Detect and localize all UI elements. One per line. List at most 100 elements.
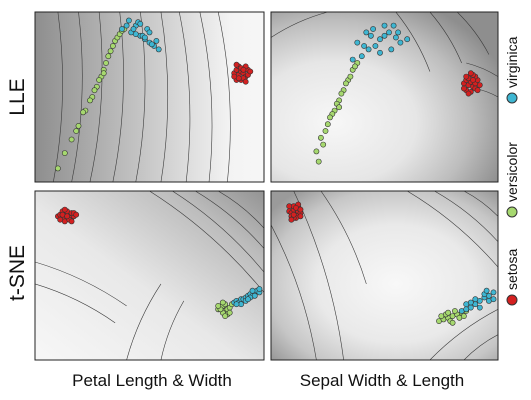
- legend-item-versicolor: versicolor: [504, 142, 520, 218]
- point-virginica: [386, 29, 392, 36]
- contour-line: [218, 191, 264, 229]
- point-versicolor: [100, 70, 107, 77]
- legend-marker-virginica: [506, 92, 518, 104]
- point-setosa: [233, 61, 240, 68]
- point-virginica: [249, 287, 256, 294]
- contour-line: [71, 12, 83, 182]
- scatter-points: [313, 22, 483, 165]
- point-versicolor: [219, 299, 226, 306]
- point-versicolor: [103, 60, 109, 66]
- legend-label-versicolor: versicolor: [504, 142, 520, 202]
- point-versicolor: [61, 150, 68, 156]
- point-setosa: [68, 218, 75, 225]
- point-virginica: [155, 46, 162, 53]
- legend-marker-versicolor: [506, 206, 518, 218]
- scatter-points: [55, 206, 263, 319]
- contour-lines: [271, 191, 498, 360]
- point-versicolor: [338, 90, 345, 97]
- point-virginica: [137, 20, 144, 27]
- point-setosa: [460, 85, 467, 92]
- point-virginica: [146, 29, 153, 36]
- contour-line: [456, 12, 490, 55]
- point-virginica: [377, 49, 383, 56]
- point-setosa: [73, 211, 80, 218]
- legend-item-setosa: setosa: [504, 249, 520, 306]
- point-versicolor: [317, 134, 324, 141]
- contour-background: [271, 191, 498, 360]
- scatter-points: [55, 17, 254, 172]
- point-virginica: [472, 296, 479, 303]
- point-versicolor: [222, 313, 228, 319]
- point-setosa: [64, 213, 70, 220]
- contour-line: [429, 309, 498, 360]
- panel-tsne-petal: [34, 190, 265, 361]
- point-versicolor: [226, 309, 233, 316]
- point-virginica: [361, 43, 367, 49]
- point-setosa: [290, 211, 297, 218]
- point-versicolor: [87, 97, 93, 104]
- point-virginica: [141, 34, 148, 41]
- contour-line: [53, 12, 63, 182]
- contour-line: [271, 12, 328, 38]
- contour-line: [172, 191, 264, 273]
- point-virginica: [349, 56, 356, 63]
- legend-marker-setosa: [506, 294, 518, 306]
- contour-line: [434, 191, 498, 242]
- contour-lines: [271, 12, 498, 98]
- contour-background: [271, 12, 498, 182]
- contour-lines: [35, 191, 264, 360]
- point-virginica: [381, 22, 388, 29]
- contour-line: [195, 191, 264, 249]
- panel-frame: [270, 190, 499, 361]
- point-versicolor: [96, 77, 102, 83]
- point-setosa: [297, 213, 304, 220]
- point-versicolor: [449, 319, 456, 326]
- point-setosa: [297, 206, 304, 213]
- point-versicolor: [73, 128, 80, 134]
- point-virginica: [490, 289, 497, 296]
- contour-line: [395, 12, 431, 72]
- point-virginica: [370, 26, 376, 32]
- panels: [34, 11, 499, 361]
- legend-item-virginica: virginica: [504, 36, 520, 104]
- panel-tsne-sepal: [270, 190, 499, 361]
- point-virginica: [476, 304, 483, 311]
- point-versicolor: [320, 141, 327, 148]
- point-setosa: [474, 87, 481, 94]
- point-virginica: [256, 286, 263, 292]
- point-setosa: [470, 77, 476, 83]
- point-versicolor: [322, 128, 329, 134]
- point-virginica: [372, 43, 379, 49]
- point-virginica: [233, 301, 240, 308]
- scatter-points: [286, 201, 497, 326]
- point-virginica: [130, 26, 137, 32]
- point-versicolor: [75, 123, 82, 129]
- contour-line: [320, 191, 367, 285]
- contour-line: [160, 300, 185, 360]
- point-versicolor: [342, 80, 349, 87]
- point-setosa: [476, 82, 483, 88]
- point-virginica: [483, 287, 490, 294]
- point-setosa: [463, 73, 470, 80]
- legend-label-setosa: setosa: [504, 249, 520, 290]
- point-setosa: [242, 78, 249, 85]
- point-virginica: [119, 26, 125, 32]
- point-versicolor: [91, 87, 98, 94]
- point-virginica: [363, 29, 370, 36]
- point-virginica: [148, 41, 155, 48]
- point-virginica: [397, 39, 404, 46]
- point-virginica: [125, 17, 132, 24]
- point-versicolor: [445, 309, 451, 316]
- contour-line: [463, 334, 498, 360]
- point-versicolor: [327, 114, 333, 121]
- row-label-tsne: t-SNE: [6, 245, 29, 301]
- point-versicolor: [315, 158, 322, 165]
- panel-frame: [34, 11, 265, 183]
- point-versicolor: [105, 53, 112, 60]
- point-versicolor: [107, 48, 114, 54]
- point-virginica: [365, 46, 372, 53]
- contour-line: [35, 261, 127, 307]
- point-versicolor: [451, 308, 458, 314]
- contour-line: [199, 12, 213, 182]
